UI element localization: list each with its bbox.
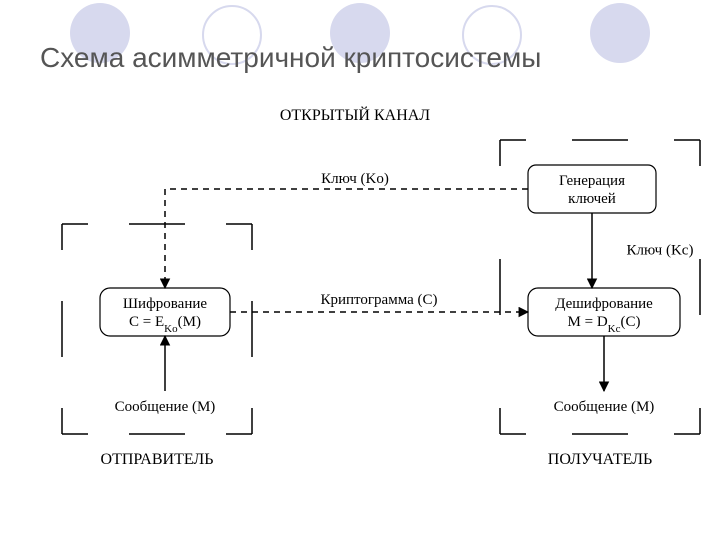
label-msg-right: Сообщение (M)	[554, 399, 655, 415]
label-cryptogram: Криптограмма (С)	[320, 292, 437, 308]
svg-text:Дешифрование: Дешифрование	[555, 296, 653, 312]
decor-circle	[590, 3, 650, 63]
slide-title: Схема асимметричной криптосистемы	[40, 42, 541, 74]
node-encrypt: ШифрованиеC = EKo(M)	[100, 288, 230, 336]
label-open-channel: ОТКРЫТЫЙ КАНАЛ	[280, 105, 430, 124]
label-key-ko: Ключ (Ko)	[321, 171, 389, 187]
svg-text:Шифрование: Шифрование	[123, 296, 207, 312]
diagram-canvas: Генерация ключей ШифрованиеC = EKo(M) Дешиф…	[0, 0, 720, 540]
node-keygen: Генерация ключей	[528, 165, 656, 213]
label-receiver: ПОЛУЧАТЕЛЬ	[548, 451, 652, 468]
node-decrypt: ДешифрованиеM = DKc(C)	[528, 288, 680, 336]
label-sender: ОТПРАВИТЕЛЬ	[101, 451, 214, 468]
svg-text:ключей: ключей	[568, 191, 616, 207]
label-key-kc: Ключ (Kc)	[627, 243, 694, 259]
svg-text:Генерация: Генерация	[559, 173, 625, 189]
edge-key-ko	[165, 189, 528, 288]
label-msg-left: Сообщение (M)	[115, 399, 216, 415]
